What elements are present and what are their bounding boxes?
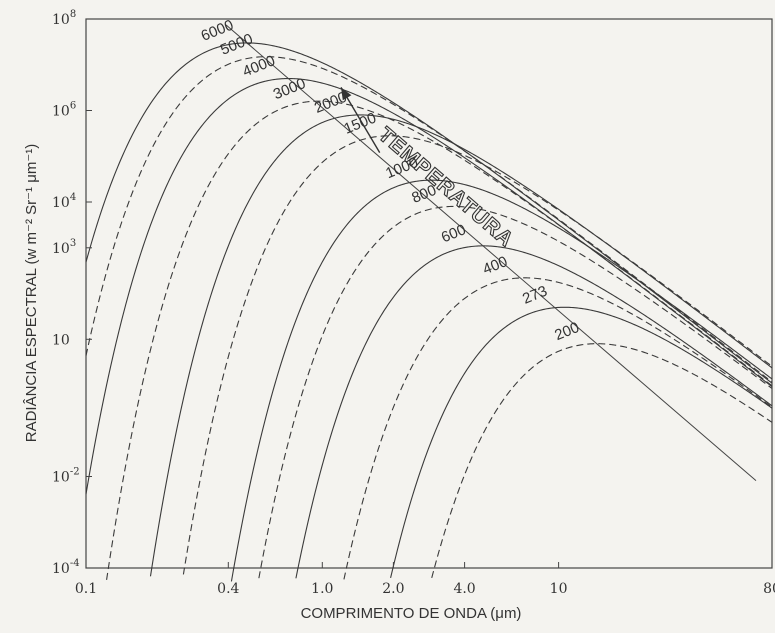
series-800-line <box>258 205 773 579</box>
series-label-200: 200 <box>552 319 582 344</box>
x-tick-label-0-1: 0.1 <box>75 581 97 597</box>
series-label-273: 273 <box>520 283 550 308</box>
temperature-arrow-shaft <box>340 87 381 153</box>
series-label-2000: 2000 <box>312 89 349 117</box>
series-layer <box>85 42 773 582</box>
y-tick-label-0-01: 10-2 <box>52 467 80 486</box>
y-tick-label-10: 10 <box>52 332 70 348</box>
wien-line <box>225 24 757 481</box>
series-4000-line <box>85 77 773 495</box>
y-tick-label-100000000: 108 <box>52 9 76 28</box>
series-label-4000: 4000 <box>240 52 277 80</box>
series-label-400: 400 <box>480 253 510 278</box>
y-tick-label-1000: 103 <box>52 238 76 257</box>
x-axis-title: COMPRIMENTO DE ONDA (μm) <box>301 605 522 622</box>
y-tick-label-1000000: 106 <box>52 101 76 120</box>
series-5000-line <box>85 56 773 383</box>
tick-layer: 0.1 0.4 1.0 2.0 4.0 10 80 10-4 10-2 10 103 104 106 10… <box>52 9 775 597</box>
wien-layer: TEMPERATURA <box>225 24 757 481</box>
x-tick-label-0-4: 0.4 <box>217 581 239 597</box>
plot-frame <box>85 18 773 569</box>
x-tick-label-1-0: 1.0 <box>311 581 333 597</box>
series-200-line <box>431 343 773 578</box>
series-1000-line <box>230 179 773 582</box>
y-axis-title: RADIÂNCIA ESPECTRAL (w m⁻² Sr⁻¹ μm⁻¹) <box>23 144 40 443</box>
series-1500-line <box>182 135 773 575</box>
series-label-1000: 1000 <box>383 154 420 182</box>
y-tick-label-10000: 104 <box>52 192 76 211</box>
series-273-line <box>390 306 773 579</box>
series-2000-line <box>149 114 773 577</box>
temperature-arrow-head <box>341 87 352 101</box>
series-label-1500: 1500 <box>341 109 378 137</box>
x-tick-label-4-0: 4.0 <box>453 581 475 597</box>
series-600-line <box>295 245 773 579</box>
series-6000-line <box>85 42 773 384</box>
y-tick-label-0-0001: 10-4 <box>52 558 80 577</box>
x-tick-label-2-0: 2.0 <box>382 581 404 597</box>
x-tick-label-10: 10 <box>550 581 568 597</box>
series-400-line <box>343 277 773 580</box>
x-tick-label-80: 80 <box>763 581 775 597</box>
series-label-600: 600 <box>439 221 469 246</box>
